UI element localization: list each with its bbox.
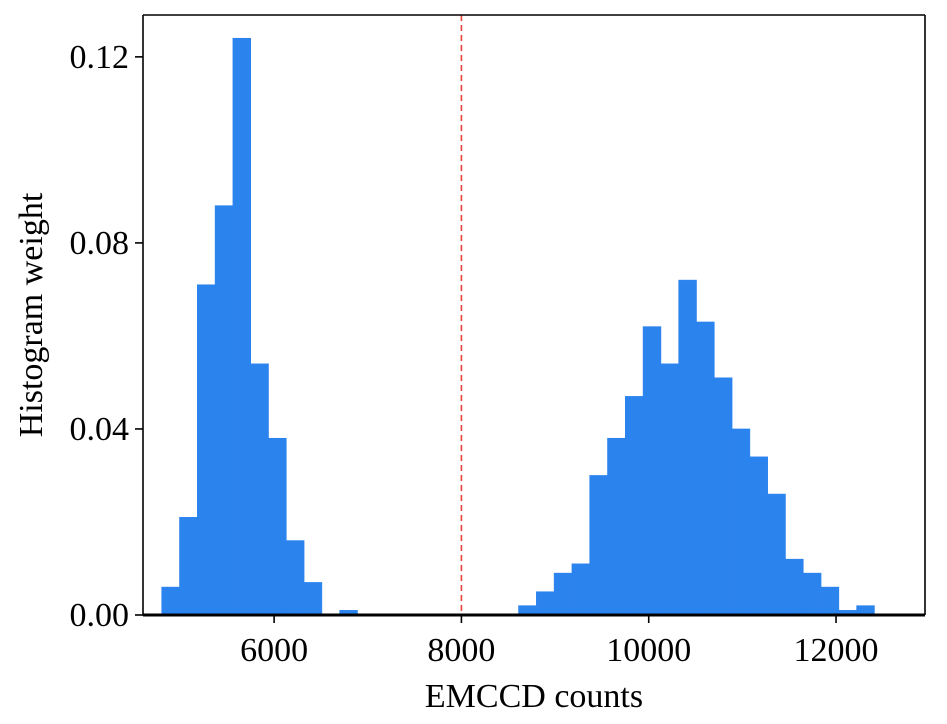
histogram-bar bbox=[678, 279, 697, 616]
histogram-bar bbox=[696, 321, 715, 616]
x-tick-label: 10000 bbox=[606, 632, 691, 669]
histogram-bar bbox=[303, 582, 323, 616]
y-tick-label: 0.08 bbox=[70, 225, 130, 262]
histogram-bar bbox=[232, 37, 252, 616]
histogram-bar bbox=[820, 586, 840, 616]
y-tick-label: 0.04 bbox=[70, 411, 130, 448]
histogram-bar bbox=[589, 475, 608, 616]
x-tick-label: 6000 bbox=[240, 632, 308, 669]
histogram-bar bbox=[642, 326, 662, 616]
histogram-bar bbox=[749, 456, 768, 616]
histogram-bar bbox=[625, 396, 644, 616]
x-tick-label: 8000 bbox=[427, 632, 495, 669]
histogram-bar bbox=[197, 284, 216, 616]
histogram-bar bbox=[713, 377, 733, 616]
histogram-bar bbox=[660, 363, 679, 616]
histogram-bars bbox=[161, 37, 875, 616]
x-axis-label: EMCCD counts bbox=[425, 678, 643, 715]
histogram-bar bbox=[268, 437, 287, 616]
histogram-bar bbox=[161, 586, 180, 616]
histogram-bar bbox=[607, 437, 626, 616]
histogram-bar bbox=[250, 363, 269, 616]
x-tick-label: 12000 bbox=[794, 632, 879, 669]
y-tick-label: 0.00 bbox=[70, 597, 130, 634]
x-axis-ticks: 6000 8000 10000 12000 bbox=[240, 615, 879, 669]
histogram-bar bbox=[285, 540, 305, 616]
histogram-bar bbox=[785, 558, 804, 616]
y-axis-label: Histogram weight bbox=[13, 192, 50, 437]
histogram-bar bbox=[802, 572, 822, 616]
histogram-bar bbox=[179, 517, 198, 616]
histogram-bar bbox=[571, 563, 591, 616]
y-axis-ticks: 0.00 0.04 0.08 0.12 bbox=[70, 39, 143, 634]
histogram-bar bbox=[553, 572, 573, 616]
histogram-bar bbox=[731, 428, 751, 616]
histogram-bar bbox=[536, 591, 555, 616]
histogram-bar bbox=[214, 205, 234, 616]
y-tick-label: 0.12 bbox=[70, 39, 130, 76]
histogram-bar bbox=[767, 493, 786, 616]
